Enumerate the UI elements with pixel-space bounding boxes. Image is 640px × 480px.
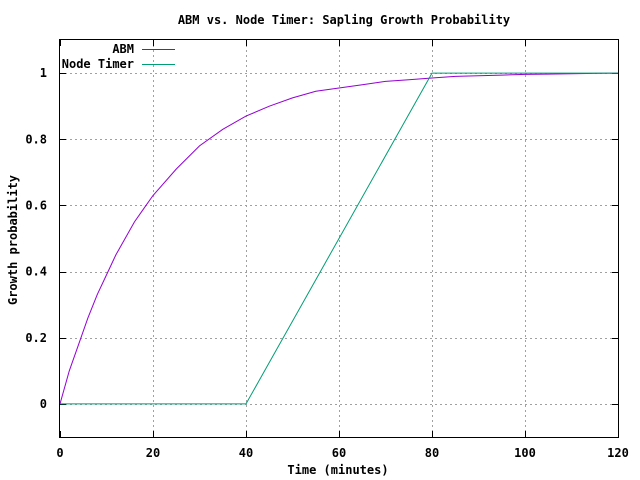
series-line-node-timer — [60, 72, 618, 405]
legend-label: Node Timer — [62, 57, 134, 71]
series-group — [59, 72, 619, 405]
x-tick-label: 40 — [239, 446, 253, 460]
x-tick-label: 20 — [146, 446, 160, 460]
x-axis-label: Time (minutes) — [287, 463, 388, 477]
x-tick-label: 100 — [514, 446, 536, 460]
legend-label: ABM — [112, 42, 134, 56]
x-tick-label: 0 — [56, 446, 63, 460]
y-tick-label: 0.4 — [25, 265, 47, 279]
x-tick-label: 80 — [425, 446, 439, 460]
y-tick-label: 0.6 — [25, 198, 47, 212]
axis-ticks: 0 20 40 60 80 100 120 0 0.2 0.4 0.6 0.8 1 — [25, 40, 629, 460]
plot-frame — [59, 39, 619, 438]
y-tick-label: 0.2 — [25, 331, 47, 345]
y-axis-label: Growth probability — [6, 175, 20, 305]
x-tick-label: 120 — [607, 446, 629, 460]
y-tick-label: 0.8 — [25, 132, 47, 146]
y-tick-label: 0 — [40, 397, 47, 411]
y-tick-label: 1 — [40, 66, 47, 80]
chart-title: ABM vs. Node Timer: Sapling Growth Proba… — [178, 13, 510, 27]
series-line-abm — [59, 72, 619, 405]
x-tick-label: 60 — [332, 446, 346, 460]
